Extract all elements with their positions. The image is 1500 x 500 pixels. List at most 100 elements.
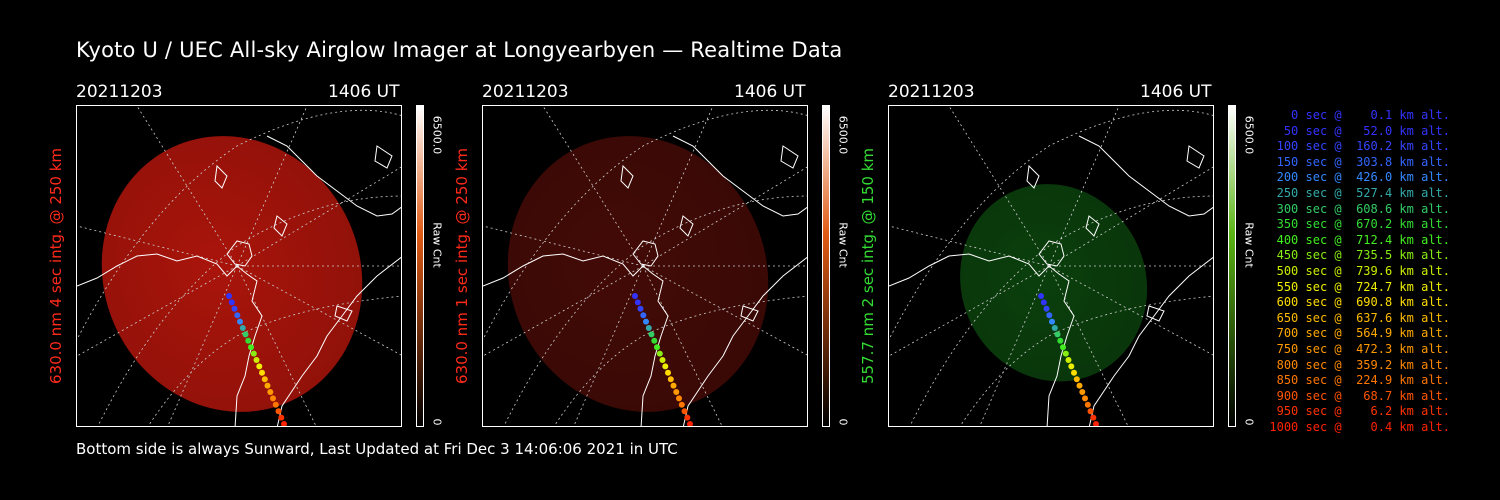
map-grid-line [642, 166, 807, 267]
trajectory-dot [226, 293, 232, 299]
panel-wavelength-text: 557.7 nm 2 sec intg. @ 150 km [859, 147, 877, 385]
allsky-image [76, 105, 402, 427]
coastline [483, 253, 807, 426]
panel-date: 20211203 [482, 82, 569, 102]
trajectory-dot [239, 325, 246, 331]
trajectory-dot [1046, 312, 1053, 319]
coastline [620, 145, 799, 322]
map-grid-line [948, 106, 1050, 267]
coastline [889, 253, 1213, 426]
map-grid-line [889, 265, 1050, 357]
map-grid-line [97, 195, 401, 426]
legend-row: 700 sec @ 564.9 km alt. [1269, 326, 1450, 341]
trajectory-dot [684, 414, 691, 421]
panel-time: 1406 UT [734, 82, 806, 102]
map-grid-line [147, 295, 401, 426]
map-grid-line [642, 106, 714, 267]
trajectory-dot [1076, 382, 1083, 389]
map-grid-line [236, 265, 401, 356]
panel-wavelength-text: 630.0 nm 4 sec intg. @ 250 km [47, 147, 65, 385]
trajectory-dot [654, 344, 660, 351]
legend-row: 850 sec @ 224.9 km alt. [1269, 373, 1450, 388]
map-grid-line [236, 106, 308, 267]
trajectory-dot [651, 337, 658, 344]
trajectory-dot [640, 312, 647, 319]
colorbar-min: 0 [836, 418, 850, 426]
trajectory-dot [637, 305, 644, 312]
map-grid-line [889, 109, 1213, 341]
trajectory-dot [1051, 325, 1058, 331]
trajectory-dot [259, 369, 265, 376]
trajectory-dot [632, 293, 638, 299]
colorbar-max: 6500.0 [836, 115, 850, 155]
panel-time: 1406 UT [328, 82, 400, 102]
colorbar [416, 105, 424, 427]
trajectory-dot [242, 331, 249, 338]
map-grid-line [1048, 166, 1213, 267]
trajectory-dot [1079, 389, 1086, 395]
trajectory-dot [1038, 293, 1044, 299]
colorbar-title: Raw Cnt [430, 222, 444, 268]
trajectory-dot [1060, 344, 1066, 351]
trajectory-dots [226, 293, 287, 426]
trajectory-dot [1068, 363, 1075, 370]
trajectory-dot [278, 414, 285, 421]
trajectory-dot [1073, 376, 1080, 383]
trajectory-dot [1082, 395, 1088, 402]
map-grid-line [236, 166, 401, 267]
map-grid-line [1048, 265, 1129, 426]
footer-note: Bottom side is always Sunward, Last Upda… [76, 440, 678, 458]
trajectory-dot [673, 389, 680, 395]
altitude-legend: 0 sec @ 0.1 km alt. 50 sec @ 52.0 km alt… [1260, 108, 1450, 435]
legend-row: 750 sec @ 472.3 km alt. [1269, 341, 1450, 356]
allsky-image [482, 105, 808, 427]
trajectory-dot [678, 401, 685, 408]
colorbar-max: 6500.0 [1242, 115, 1256, 155]
trajectory-dot [687, 421, 693, 426]
map-grid-line [553, 295, 807, 426]
trajectory-dot [665, 369, 671, 376]
legend-row: 650 sec @ 637.6 km alt. [1269, 310, 1450, 325]
map-grid-line [542, 106, 644, 267]
trajectory-dot [1040, 299, 1047, 306]
map-grid-line [642, 265, 807, 356]
trajectory-dot [275, 408, 282, 415]
coastline [226, 135, 401, 267]
allsky-map [483, 106, 807, 426]
legend-row: 300 sec @ 608.6 km alt. [1269, 201, 1450, 216]
map-grid-line [483, 109, 807, 341]
allsky-panel: 20211203 1406 UT 557.7 nm 2 sec intg. @ … [859, 80, 1318, 430]
trajectory-dot [676, 395, 682, 402]
colorbar-max: 6500.0 [430, 115, 444, 155]
colorbar-title: Raw Cnt [1242, 222, 1256, 268]
trajectory-dot [272, 401, 279, 408]
coastline [632, 135, 807, 267]
legend-row: 1000 sec @ 0.4 km alt. [1269, 419, 1450, 434]
map-grid-line [77, 109, 401, 341]
trajectory-dots [632, 293, 693, 426]
panel-time: 1406 UT [1140, 82, 1212, 102]
trajectory-dot [245, 337, 252, 344]
trajectory-dot [267, 389, 274, 395]
trajectory-dots [1038, 293, 1099, 426]
allsky-panel: 20211203 1406 UT 630.0 nm 1 sec intg. @ … [453, 80, 912, 430]
sky-glow [507, 136, 769, 412]
trajectory-dot [670, 382, 677, 389]
trajectory-dot [261, 376, 268, 383]
trajectory-dot [256, 363, 263, 370]
legend-row: 100 sec @ 160.2 km alt. [1269, 139, 1450, 154]
map-grid-line [483, 265, 644, 357]
trajectory-dot [1071, 369, 1077, 376]
panel-date: 20211203 [888, 82, 975, 102]
map-grid-line [77, 265, 238, 357]
legend-row: 350 sec @ 670.2 km alt. [1269, 217, 1450, 232]
trajectory-dot [634, 299, 641, 306]
panel-date: 20211203 [76, 82, 163, 102]
trajectory-dot [1093, 421, 1099, 426]
colorbar [822, 105, 830, 427]
legend-row: 800 sec @ 359.2 km alt. [1269, 357, 1450, 372]
trajectory-dot [1043, 305, 1050, 312]
map-grid-line [236, 265, 317, 426]
trajectory-dot [667, 376, 674, 383]
trajectory-dot [1090, 414, 1097, 421]
